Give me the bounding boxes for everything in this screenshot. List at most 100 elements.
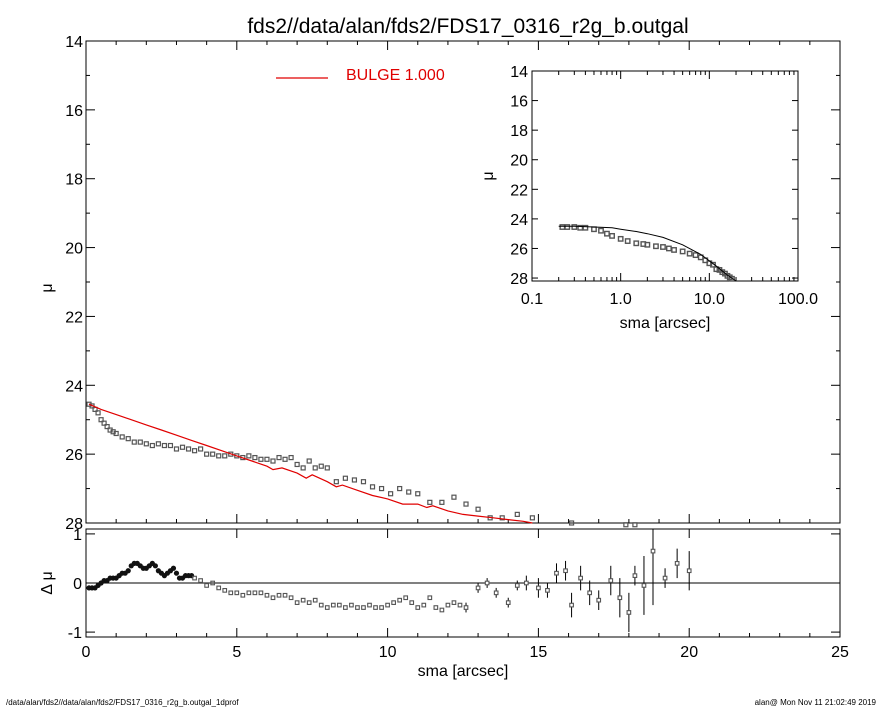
residual-point xyxy=(173,570,180,576)
residual-point xyxy=(608,578,614,583)
residual-point xyxy=(433,605,439,610)
main-ytick-label: 28 xyxy=(65,516,83,533)
inset-data-point xyxy=(609,232,615,239)
residual-point xyxy=(343,605,348,610)
data-point xyxy=(499,515,505,521)
residual-point xyxy=(662,575,668,581)
data-point xyxy=(333,479,339,485)
residual-xtick-label: 10 xyxy=(379,644,397,661)
residual-point xyxy=(421,602,427,608)
residual-point xyxy=(554,570,559,576)
residual-point xyxy=(216,585,222,591)
data-point xyxy=(161,442,168,449)
residual-point xyxy=(409,600,415,605)
residual-point xyxy=(596,597,602,603)
residual-point xyxy=(125,568,131,574)
data-point xyxy=(475,506,481,512)
residual-point xyxy=(632,573,638,578)
data-point xyxy=(210,451,216,457)
residual-point xyxy=(152,563,158,569)
data-point xyxy=(388,491,394,497)
residual-point xyxy=(282,592,288,598)
inset-ytick-label: 14 xyxy=(510,64,528,81)
data-point xyxy=(529,515,535,521)
residual-point xyxy=(617,595,623,601)
residual-point xyxy=(336,602,342,608)
bulge-model-line xyxy=(88,403,533,524)
residual-point xyxy=(294,600,300,605)
main-plot-xticks xyxy=(85,41,841,523)
residual-point xyxy=(192,575,197,581)
data-point xyxy=(514,511,520,517)
residual-point xyxy=(385,602,390,608)
residual-point xyxy=(330,602,336,608)
main-ytick-label: 20 xyxy=(65,241,83,258)
data-point xyxy=(173,446,180,452)
residual-point xyxy=(367,602,372,608)
inset-data-point xyxy=(697,254,704,261)
data-point xyxy=(216,453,222,459)
residual-point xyxy=(373,605,378,610)
residual-point xyxy=(379,605,384,610)
data-point xyxy=(306,458,312,464)
residual-point xyxy=(493,590,499,596)
residual-point xyxy=(475,585,481,591)
data-point xyxy=(300,465,306,471)
residual-point xyxy=(288,595,294,601)
data-point xyxy=(101,420,107,426)
residual-xtick-label: 20 xyxy=(680,644,698,661)
inset-ytick-label: 16 xyxy=(510,94,528,111)
inset-data-point xyxy=(679,248,686,255)
inset-data-point xyxy=(604,230,610,237)
data-point xyxy=(427,499,433,505)
main-ytick-label: 18 xyxy=(65,172,83,189)
inset-data-point xyxy=(617,235,624,242)
residual-point xyxy=(514,583,520,588)
residual-point xyxy=(324,605,330,610)
data-point xyxy=(318,463,324,469)
residual-point xyxy=(355,605,360,610)
inset-ytick-label: 22 xyxy=(510,182,528,199)
data-point xyxy=(463,501,469,507)
data-point xyxy=(415,491,421,497)
residual-point xyxy=(228,590,234,596)
footer-file-path: /data/alan/fds2//data/alan/fds2/FDS17_03… xyxy=(6,698,239,707)
residual-point xyxy=(349,602,354,608)
main-ytick-label: 24 xyxy=(65,378,83,395)
residual-point xyxy=(451,600,457,605)
residual-point xyxy=(463,605,469,610)
data-point xyxy=(98,417,104,423)
residual-point xyxy=(170,565,177,571)
inset-data-point xyxy=(577,224,584,231)
inset-ytick-label: 24 xyxy=(510,212,528,229)
data-point xyxy=(198,446,204,452)
data-point xyxy=(204,451,210,457)
inset-data-point xyxy=(729,275,735,282)
residual-point xyxy=(258,590,264,596)
inset-model-line xyxy=(558,225,737,282)
residual-point xyxy=(210,580,216,586)
residual-xtick-label: 15 xyxy=(530,644,548,661)
residual-point xyxy=(204,583,209,588)
residual-dense-markers xyxy=(86,560,463,613)
inset-data-point xyxy=(598,227,604,234)
main-y-axis-label: μ xyxy=(39,283,56,292)
inset-ytick-label: 18 xyxy=(510,123,528,140)
data-point xyxy=(234,453,240,459)
inset-data-point xyxy=(571,224,578,230)
data-point xyxy=(95,410,101,416)
residual-y-axis-label: Δ μ xyxy=(39,571,56,594)
residual-point xyxy=(563,568,568,574)
data-point xyxy=(113,430,119,437)
residual-point xyxy=(457,602,463,608)
data-point xyxy=(324,465,330,471)
residual-point xyxy=(276,592,282,598)
main-data-markers xyxy=(86,401,638,528)
residual-point xyxy=(650,548,656,554)
main-ytick-label: 16 xyxy=(65,103,83,120)
inset-xtick-label: 0.1 xyxy=(521,291,543,308)
data-point xyxy=(342,475,348,481)
residual-point xyxy=(198,578,203,583)
data-point xyxy=(155,441,161,447)
residual-point xyxy=(569,602,574,608)
